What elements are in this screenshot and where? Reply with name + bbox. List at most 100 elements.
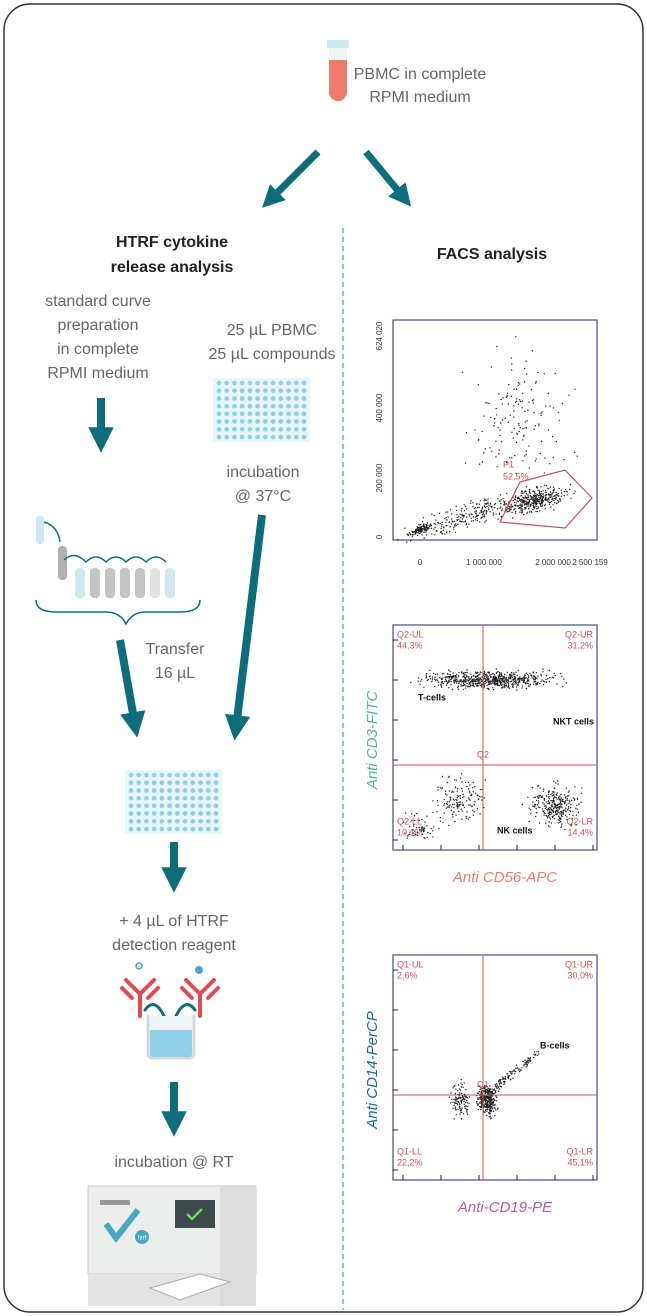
event-dot	[446, 517, 447, 518]
event-dot	[471, 518, 472, 519]
event-dot	[560, 802, 561, 803]
event-dot	[485, 779, 486, 780]
event-dot	[522, 439, 523, 440]
event-dot	[548, 499, 549, 500]
well	[286, 404, 291, 409]
event-dot	[490, 503, 491, 504]
event-dot	[457, 1109, 458, 1110]
event-dot	[542, 811, 543, 812]
event-dot	[476, 685, 477, 686]
event-dot	[552, 436, 553, 437]
event-dot	[557, 811, 558, 812]
event-dot	[536, 800, 537, 801]
event-dot	[445, 676, 446, 677]
event-dot	[505, 506, 506, 507]
event-dot	[440, 821, 441, 822]
event-dot	[515, 677, 516, 678]
event-dot	[517, 1067, 518, 1068]
event-dot	[463, 521, 464, 522]
event-dot	[493, 1090, 494, 1091]
event-dot	[453, 807, 454, 808]
event-dot	[549, 817, 550, 818]
y-tick-label: 200 000	[375, 463, 384, 492]
well	[206, 773, 211, 778]
event-dot	[493, 689, 494, 690]
event-dot	[415, 531, 416, 532]
event-dot	[437, 680, 438, 681]
event-dot	[432, 812, 433, 813]
y-tick-label: 624 020	[375, 321, 384, 350]
quadrant-label: Q2-LL	[397, 816, 422, 826]
event-dot	[484, 516, 485, 517]
event-dot	[576, 805, 577, 806]
event-dot	[496, 414, 497, 415]
event-dot	[455, 1093, 456, 1094]
event-dot	[489, 447, 490, 448]
well	[206, 780, 211, 785]
well	[167, 780, 172, 785]
event-dot	[552, 791, 553, 792]
event-dot	[461, 773, 462, 774]
event-dot	[518, 501, 519, 502]
well	[144, 811, 149, 816]
event-dot	[527, 494, 528, 495]
event-dot	[438, 828, 439, 829]
event-dot	[551, 494, 552, 495]
event-dot	[474, 786, 475, 787]
event-dot	[561, 816, 562, 817]
event-dot	[423, 837, 424, 838]
event-dot	[556, 441, 557, 442]
well	[286, 419, 291, 424]
event-dot	[480, 1097, 481, 1098]
well	[294, 435, 299, 440]
event-dot	[449, 674, 450, 675]
event-dot	[512, 677, 513, 678]
event-dot	[461, 510, 462, 511]
event-dot	[465, 679, 466, 680]
event-dot	[517, 497, 518, 498]
event-dot	[480, 1109, 481, 1110]
well	[183, 796, 188, 801]
event-dot	[490, 1106, 491, 1107]
event-dot	[525, 421, 526, 422]
y-axis-label: Anti CD14-PerCP	[364, 1011, 381, 1130]
event-dot	[450, 799, 451, 800]
event-dot	[492, 687, 493, 688]
event-dot	[533, 498, 534, 499]
event-dot	[552, 810, 553, 811]
step-label: 25 µL compounds	[209, 346, 336, 363]
event-dot	[542, 679, 543, 680]
event-dot	[459, 1108, 460, 1109]
event-dot	[515, 513, 516, 514]
event-dot	[478, 1098, 479, 1099]
event-dot	[409, 532, 410, 533]
event-dot	[527, 797, 528, 798]
event-dot	[519, 399, 520, 400]
event-dot	[506, 493, 507, 494]
well	[152, 811, 157, 816]
event-dot	[570, 498, 571, 499]
event-dot	[557, 792, 558, 793]
event-dot	[573, 493, 574, 494]
event-dot	[521, 495, 522, 496]
event-dot	[534, 429, 535, 430]
event-dot	[451, 523, 452, 524]
event-dot	[557, 804, 558, 805]
event-dot	[540, 674, 541, 675]
event-dot	[450, 684, 451, 685]
event-dot	[513, 388, 514, 389]
event-dot	[505, 1076, 506, 1077]
event-dot	[522, 460, 523, 461]
event-dot	[524, 491, 525, 492]
event-dot	[502, 404, 503, 405]
well	[183, 811, 188, 816]
event-dot	[526, 374, 527, 375]
event-dot	[434, 523, 435, 524]
well	[136, 811, 141, 816]
tube	[327, 40, 349, 101]
event-dot	[539, 510, 540, 511]
event-dot	[455, 1101, 456, 1102]
event-dot	[482, 516, 483, 517]
event-dot	[486, 1096, 487, 1097]
event-dot	[537, 804, 538, 805]
